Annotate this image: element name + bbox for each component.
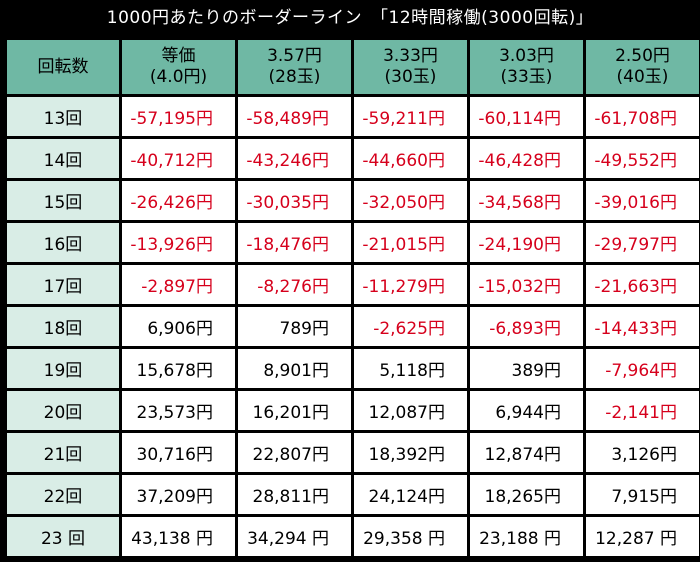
row-label: 14回 [7, 139, 119, 178]
value-cell: -61,708円 [586, 97, 699, 136]
value-cell: -59,211円 [354, 97, 467, 136]
row-label: 21回 [7, 433, 119, 472]
value-cell: 28,811円 [238, 475, 351, 514]
table-row: 18回 6,906円 789円 -2,625円 -6,893円 -14,433円 [7, 307, 699, 346]
value-cell: 22,807円 [238, 433, 351, 472]
table-body: 13回 -57,195円 -58,489円 -59,211円 -60,114円 -61,7… [7, 97, 699, 556]
value-cell: -57,195円 [122, 97, 235, 136]
table-row: 21回 30,716円 22,807円 18,392円 12,874円 3,126円 [7, 433, 699, 472]
value-cell: -15,032円 [470, 265, 583, 304]
row-label: 19回 [7, 349, 119, 388]
value-cell: -24,190円 [470, 223, 583, 262]
header-balls: (30玉) [384, 67, 437, 87]
value-cell: -7,964円 [586, 349, 699, 388]
value-cell: -40,712円 [122, 139, 235, 178]
row-label: 23 回 [7, 517, 119, 556]
header-balls: (28玉) [268, 67, 321, 87]
header-col-4yen: 等価 (4.0円) [122, 40, 235, 94]
value-cell: 7,915円 [586, 475, 699, 514]
value-cell: -14,433円 [586, 307, 699, 346]
value-cell: 6,906円 [122, 307, 235, 346]
value-cell: 34,294 円 [238, 517, 351, 556]
table-row: 19回 15,678円 8,901円 5,118円 389円 -7,964円 [7, 349, 699, 388]
row-label: 13回 [7, 97, 119, 136]
value-cell: -8,276円 [238, 265, 351, 304]
value-cell: -11,279円 [354, 265, 467, 304]
row-label: 22回 [7, 475, 119, 514]
table-row: 13回 -57,195円 -58,489円 -59,211円 -60,114円 -61,7… [7, 97, 699, 136]
value-cell: -21,663円 [586, 265, 699, 304]
value-cell: -43,246円 [238, 139, 351, 178]
row-label: 18回 [7, 307, 119, 346]
table-row: 14回 -40,712円 -43,246円 -44,660円 -46,428円 -49,5… [7, 139, 699, 178]
header-col-303yen: 3.03円 (33玉) [470, 40, 583, 94]
value-cell: 6,944円 [470, 391, 583, 430]
value-cell: 23,188 円 [470, 517, 583, 556]
value-cell: 37,209円 [122, 475, 235, 514]
value-cell: 29,358 円 [354, 517, 467, 556]
value-cell: -26,426円 [122, 181, 235, 220]
table-row: 15回 -26,426円 -30,035円 -32,050円 -34,568円 -39,0… [7, 181, 699, 220]
value-cell: 12,874円 [470, 433, 583, 472]
value-cell: -49,552円 [586, 139, 699, 178]
header-col-333yen: 3.33円 (30玉) [354, 40, 467, 94]
table-row: 23 回 43,138 円 34,294 円 29,358 円 23,188 円 12,2… [7, 517, 699, 556]
row-label: 20回 [7, 391, 119, 430]
header-balls: (33玉) [500, 67, 553, 87]
value-cell: -39,016円 [586, 181, 699, 220]
value-cell: -18,476円 [238, 223, 351, 262]
table-row: 20回 23,573円 16,201円 12,087円 6,944円 -2,141円 [7, 391, 699, 430]
value-cell: 23,573円 [122, 391, 235, 430]
header-balls: (40玉) [616, 67, 669, 87]
row-label: 16回 [7, 223, 119, 262]
value-cell: -29,797円 [586, 223, 699, 262]
value-cell: -60,114円 [470, 97, 583, 136]
value-cell: 12,087円 [354, 391, 467, 430]
value-cell: -32,050円 [354, 181, 467, 220]
value-cell: 12,287 円 [586, 517, 699, 556]
value-cell: 18,392円 [354, 433, 467, 472]
table-row: 17回 -2,897円 -8,276円 -11,279円 -15,032円 -21,663… [7, 265, 699, 304]
value-cell: 5,118円 [354, 349, 467, 388]
header-rate: 3.57円 [267, 46, 322, 66]
header-row: 回転数 等価 (4.0円) 3.57円 (28玉) 3.33円 (30玉) 3.… [7, 40, 699, 94]
value-cell: 789円 [238, 307, 351, 346]
value-cell: 18,265円 [470, 475, 583, 514]
value-cell: -58,489円 [238, 97, 351, 136]
header-col-357yen: 3.57円 (28玉) [238, 40, 351, 94]
header-col-250yen: 2.50円 (40玉) [586, 40, 699, 94]
value-cell: -46,428円 [470, 139, 583, 178]
value-cell: -21,015円 [354, 223, 467, 262]
header-rate: 3.03円 [499, 46, 554, 66]
header-balls: (4.0円) [149, 67, 208, 87]
table-title: 1000円あたりのボーダーライン 「12時間稼働(3000回転)」 [106, 8, 594, 28]
row-label: 15回 [7, 181, 119, 220]
value-cell: 8,901円 [238, 349, 351, 388]
value-cell: -6,893円 [470, 307, 583, 346]
value-cell: -34,568円 [470, 181, 583, 220]
row-label: 17回 [7, 265, 119, 304]
table-row: 16回 -13,926円 -18,476円 -21,015円 -24,190円 -29,7… [7, 223, 699, 262]
value-cell: -2,625円 [354, 307, 467, 346]
value-cell: 15,678円 [122, 349, 235, 388]
border-line-table: 回転数 等価 (4.0円) 3.57円 (28玉) 3.33円 (30玉) 3.… [4, 37, 700, 559]
header-rate: 2.50円 [615, 46, 670, 66]
value-cell: 43,138 円 [122, 517, 235, 556]
value-cell: -13,926円 [122, 223, 235, 262]
header-rate: 等価 [161, 46, 196, 66]
header-rate: 3.33円 [383, 46, 438, 66]
value-cell: 16,201円 [238, 391, 351, 430]
value-cell: 30,716円 [122, 433, 235, 472]
value-cell: 389円 [470, 349, 583, 388]
value-cell: -2,141円 [586, 391, 699, 430]
header-rotation-count: 回転数 [7, 40, 119, 94]
table-row: 22回 37,209円 28,811円 24,124円 18,265円 7,915円 [7, 475, 699, 514]
value-cell: 3,126円 [586, 433, 699, 472]
value-cell: -30,035円 [238, 181, 351, 220]
value-cell: -44,660円 [354, 139, 467, 178]
value-cell: -2,897円 [122, 265, 235, 304]
value-cell: 24,124円 [354, 475, 467, 514]
